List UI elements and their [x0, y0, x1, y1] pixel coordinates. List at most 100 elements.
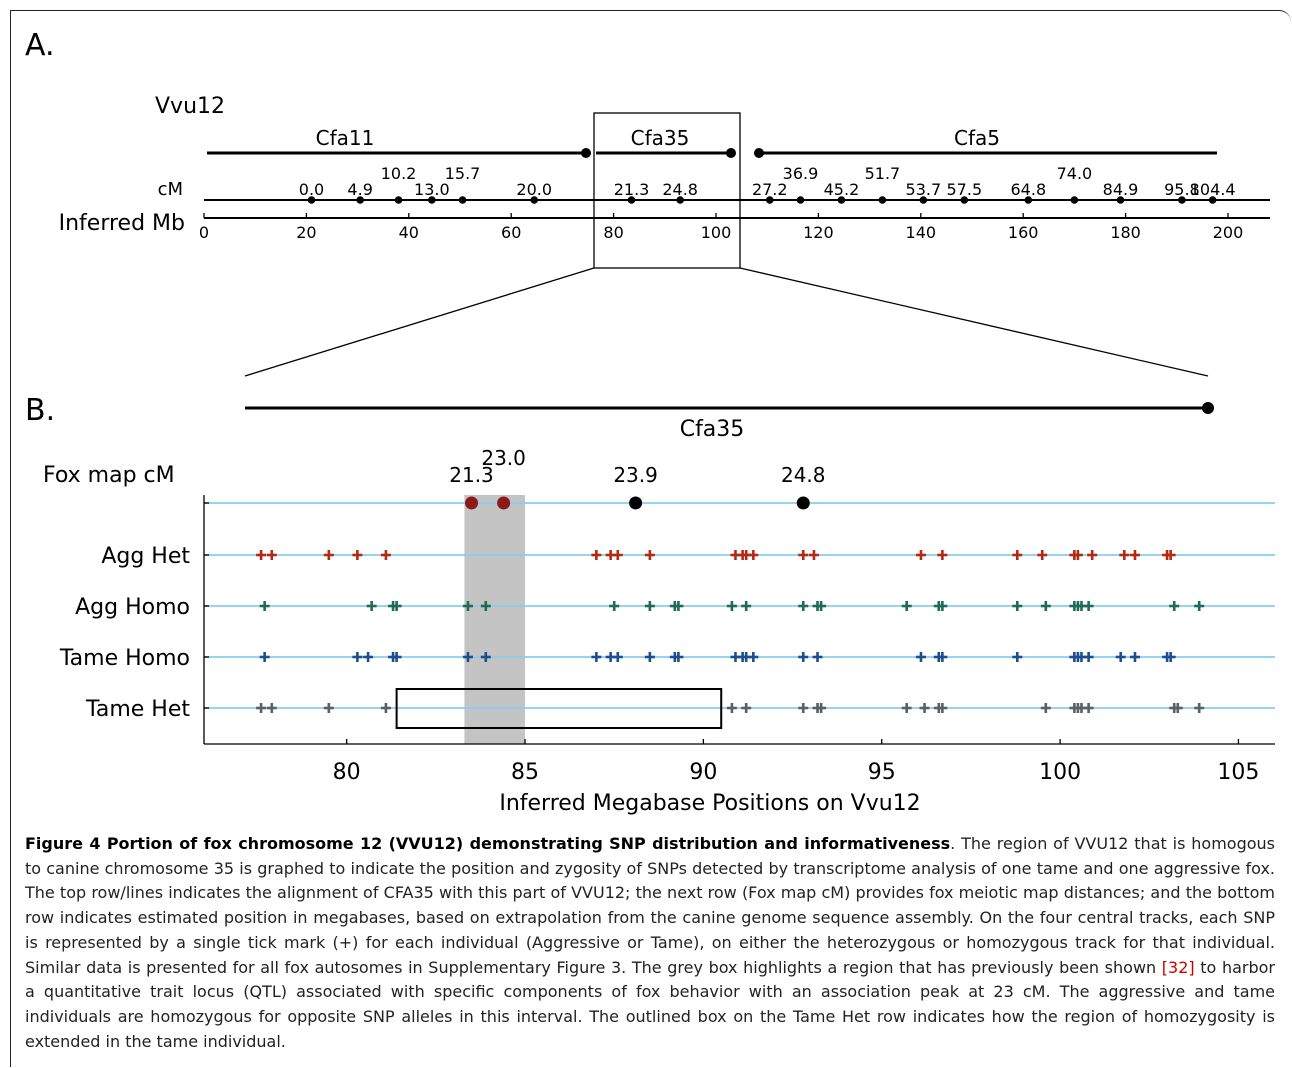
cm-marker-label: 84.9 — [1103, 180, 1139, 199]
cm-marker-dot — [356, 196, 364, 204]
segment-cfa5-start — [754, 148, 764, 158]
snp-mark — [1119, 550, 1130, 560]
snp-mark — [591, 550, 602, 560]
snp-mark — [1194, 703, 1205, 713]
snp-mark — [612, 652, 623, 662]
homozygosity-extension-box — [395, 688, 723, 729]
mb-tick-label: 40 — [399, 223, 419, 242]
fox-map-marker — [796, 496, 810, 510]
snp-mark — [480, 652, 491, 662]
snp-mark — [1129, 652, 1140, 662]
cm-marker-dot — [878, 196, 887, 204]
snp-mark — [901, 601, 912, 611]
x-ticks: 80 85 90 95 100 105 — [333, 739, 1259, 785]
snp-mark — [323, 550, 334, 560]
snp-mark — [1165, 550, 1176, 560]
fox-map-marker-label: 23.0 — [481, 446, 526, 470]
x-tick-label: 105 — [1217, 760, 1259, 785]
snp-mark — [256, 703, 267, 713]
snp-mark — [256, 550, 267, 560]
cm-marker-label: 4.9 — [347, 180, 372, 199]
snp-mark — [816, 601, 827, 611]
fox-map-marker — [497, 496, 511, 510]
cm-marker-label: 104.4 — [1190, 180, 1236, 199]
qtl-region — [464, 495, 526, 744]
cm-marker-dot — [1024, 196, 1033, 204]
zoom-line-left — [244, 267, 595, 377]
mb-tick-label: 60 — [501, 223, 521, 242]
snp-mark — [259, 652, 270, 662]
snp-mark — [1012, 550, 1023, 560]
cm-marker-label: 24.8 — [662, 180, 698, 199]
snp-mark — [1012, 601, 1023, 611]
cm-marker-dot — [627, 196, 636, 204]
snp-mark — [609, 601, 620, 611]
figure-graphic: A. Vvu12 Cfa11 Cfa35 Cfa5 cM Inferred Mb… — [25, 28, 1275, 816]
snp-mark — [937, 652, 948, 662]
snp-mark — [266, 703, 277, 713]
snp-mark — [673, 601, 684, 611]
snp-mark — [462, 601, 473, 611]
fox-map-marker-label: 24.8 — [781, 463, 826, 487]
snp-mark — [259, 601, 270, 611]
snp-mark — [644, 601, 655, 611]
snp-mark — [1087, 550, 1098, 560]
cm-marker-dot — [796, 196, 805, 204]
snp-mark — [937, 703, 948, 713]
fox-map-label: Fox map cM — [43, 463, 175, 488]
mb-tick-label: 0 — [199, 223, 209, 242]
snp-mark — [363, 652, 374, 662]
snp-mark — [352, 652, 363, 662]
mb-tick-label: 200 — [1213, 223, 1244, 242]
cm-marker-dot — [530, 196, 539, 204]
cm-marker-label: 51.7 — [865, 164, 901, 183]
x-tick-label: 90 — [689, 760, 717, 785]
cm-marker-dot — [394, 196, 403, 204]
snp-mark — [323, 703, 334, 713]
snp-mark — [726, 703, 737, 713]
mb-tick-label: 120 — [803, 223, 834, 242]
snp-mark — [266, 550, 277, 560]
snp-mark — [380, 703, 391, 713]
cm-markers: 0.0 4.9 10.213.015.7 20.0 21.3 24.8 27.236.9 45… — [299, 164, 1236, 204]
cm-marker-dot — [960, 196, 969, 204]
segment-cfa11-label: Cfa11 — [316, 126, 375, 150]
cfa35-zoom-end — [1202, 402, 1214, 414]
figure-frame — [10, 10, 1291, 1067]
plot-b: 21.323.0 23.9 24.8 Agg Het Agg Homo Tame Hom… — [59, 446, 1275, 785]
mb-ticks: 0 20 40 60 80 100 120 140 160 180 200 — [199, 213, 1243, 242]
snp-mark — [901, 703, 912, 713]
cm-marker-dot — [919, 196, 928, 204]
caption-title: Figure 4 Portion of fox chromosome 12 (V… — [25, 834, 951, 853]
x-tick-label: 80 — [333, 760, 361, 785]
track-labels: Agg Het Agg Homo Tame Homo Tame Het — [59, 544, 191, 722]
panel-a-label: A. — [25, 28, 55, 63]
snp-mark — [644, 652, 655, 662]
track-lines — [204, 502, 1275, 709]
caption-reference-link[interactable]: [32] — [1161, 957, 1195, 977]
figure-caption: Figure 4 Portion of fox chromosome 12 (V… — [25, 832, 1275, 1054]
snp-mark — [391, 601, 402, 611]
snp-mark — [741, 703, 752, 713]
track-label: Tame Homo — [59, 646, 190, 671]
cm-marker-label: 74.0 — [1057, 164, 1093, 183]
x-tick-label: 85 — [511, 760, 539, 785]
snp-mark — [462, 652, 473, 662]
cm-marker-label: 13.0 — [414, 180, 450, 199]
x-axis-label: Inferred Megabase Positions on Vvu12 — [499, 791, 920, 816]
cm-marker-label: 21.3 — [614, 180, 650, 199]
mb-tick-label: 20 — [296, 223, 316, 242]
cm-marker-dot — [1178, 196, 1186, 204]
fox-map-marker — [629, 496, 643, 510]
snp-mark — [937, 550, 948, 560]
snp-mark — [591, 652, 602, 662]
fox-markers: 21.323.0 23.9 24.8 — [449, 446, 826, 510]
zoom-box — [593, 112, 741, 269]
mb-tick-label: 100 — [701, 223, 732, 242]
snp-mark — [673, 652, 684, 662]
snp-mark — [915, 652, 926, 662]
cm-marker-label: 20.0 — [516, 180, 552, 199]
x-tick-label: 95 — [868, 760, 896, 785]
cfa35-zoom-label: Cfa35 — [680, 417, 745, 442]
snp-mark — [480, 601, 491, 611]
